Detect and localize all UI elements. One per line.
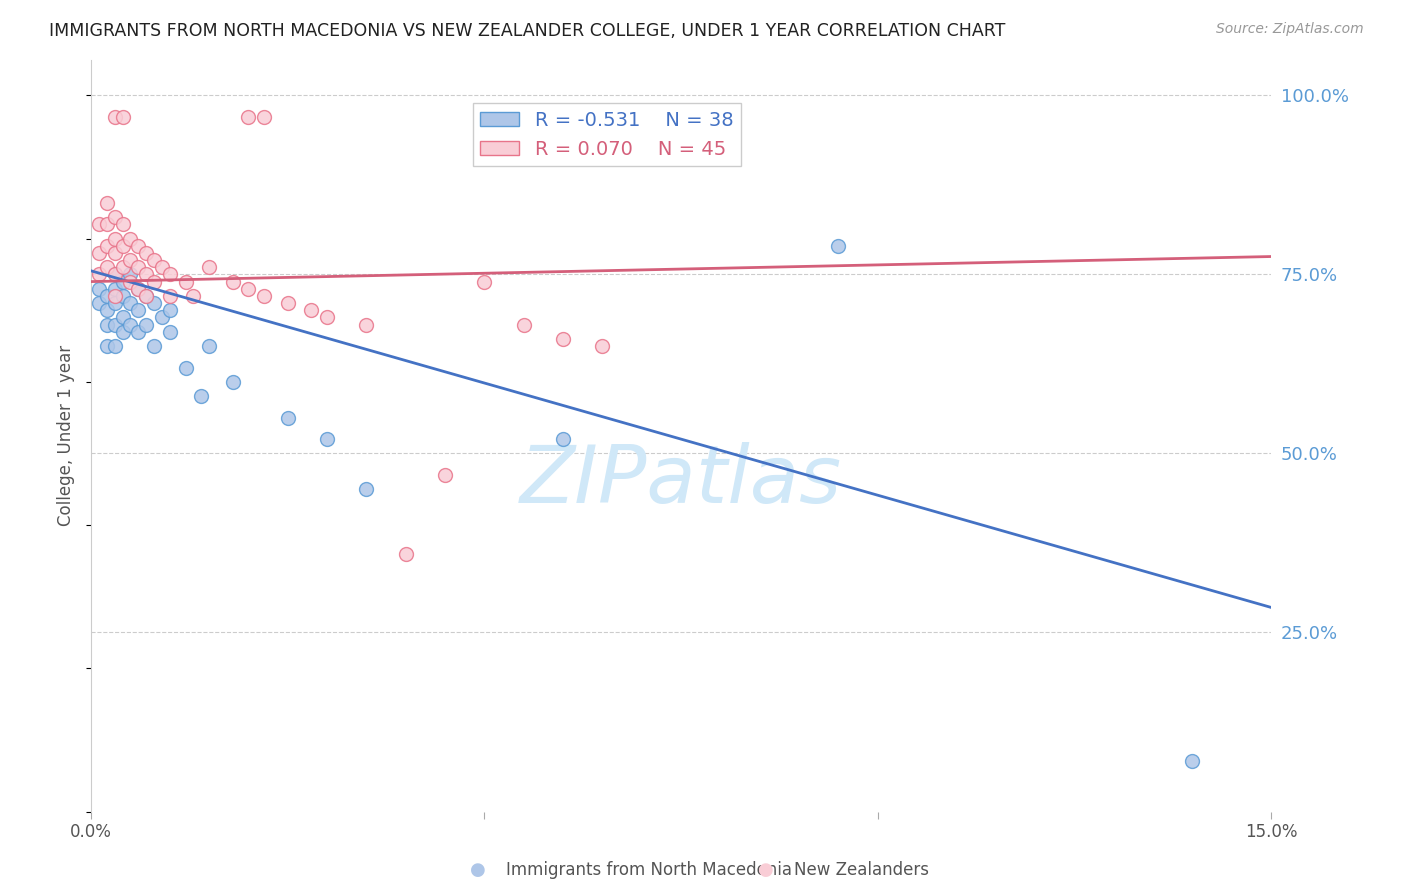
Point [104,289,127,303]
Point [253,289,276,303]
Point [238,110,260,124]
Point [104,339,127,353]
Text: New Zealanders: New Zealanders [794,861,929,879]
Point [96,318,118,332]
Point [96,217,118,231]
Point [104,268,127,282]
Point [143,339,166,353]
Point [135,268,157,282]
Point [553,332,575,346]
Point [174,275,197,289]
Point [104,210,127,224]
Text: Source: ZipAtlas.com: Source: ZipAtlas.com [1216,22,1364,37]
Point [238,282,260,296]
Point [277,296,299,310]
Point [111,325,134,339]
Point [120,318,142,332]
Text: IMMIGRANTS FROM NORTH MACEDONIA VS NEW ZEALANDER COLLEGE, UNDER 1 YEAR CORRELATI: IMMIGRANTS FROM NORTH MACEDONIA VS NEW Z… [49,22,1005,40]
Point [127,325,149,339]
Point [87,268,110,282]
Point [253,110,276,124]
Point [120,296,142,310]
Point [96,260,118,275]
Point [96,339,118,353]
Point [474,275,496,289]
Point [159,303,181,318]
Point [316,310,339,325]
Point [127,239,149,253]
Point [1181,755,1204,769]
Text: Immigrants from North Macedonia: Immigrants from North Macedonia [506,861,792,879]
Point [96,195,118,210]
Point [143,296,166,310]
Text: ●: ● [758,861,775,879]
Point [143,253,166,268]
Point [222,375,245,389]
Point [111,310,134,325]
Text: ●: ● [470,861,486,879]
Point [87,246,110,260]
Point [96,239,118,253]
Point [111,110,134,124]
Point [111,289,134,303]
Point [395,547,418,561]
Point [120,253,142,268]
Point [127,303,149,318]
Point [553,432,575,446]
Point [150,260,173,275]
Point [127,282,149,296]
Point [159,325,181,339]
Point [277,410,299,425]
Point [591,339,613,353]
Point [104,296,127,310]
Point [356,483,378,497]
Legend: R = -0.531    N = 38, R = 0.070    N = 45: R = -0.531 N = 38, R = 0.070 N = 45 [472,103,741,167]
Point [159,289,181,303]
Point [143,275,166,289]
Point [111,260,134,275]
Point [827,239,849,253]
Point [159,268,181,282]
Point [87,282,110,296]
Point [111,239,134,253]
Point [104,268,127,282]
Y-axis label: College, Under 1 year: College, Under 1 year [58,345,75,526]
Point [356,318,378,332]
Point [190,389,212,403]
Point [222,275,245,289]
Point [104,246,127,260]
Point [111,275,134,289]
Point [174,360,197,375]
Point [513,318,536,332]
Point [135,289,157,303]
Point [96,289,118,303]
Point [87,217,110,231]
Point [104,318,127,332]
Text: ZIPatlas: ZIPatlas [520,442,842,520]
Point [183,289,205,303]
Point [120,268,142,282]
Point [198,260,221,275]
Point [104,232,127,246]
Point [127,260,149,275]
Point [111,217,134,231]
Point [150,310,173,325]
Point [316,432,339,446]
Point [434,467,457,482]
Point [135,289,157,303]
Point [104,110,127,124]
Point [120,275,142,289]
Point [299,303,322,318]
Point [135,318,157,332]
Point [87,296,110,310]
Point [127,282,149,296]
Point [104,282,127,296]
Point [135,246,157,260]
Point [96,303,118,318]
Point [198,339,221,353]
Point [120,232,142,246]
